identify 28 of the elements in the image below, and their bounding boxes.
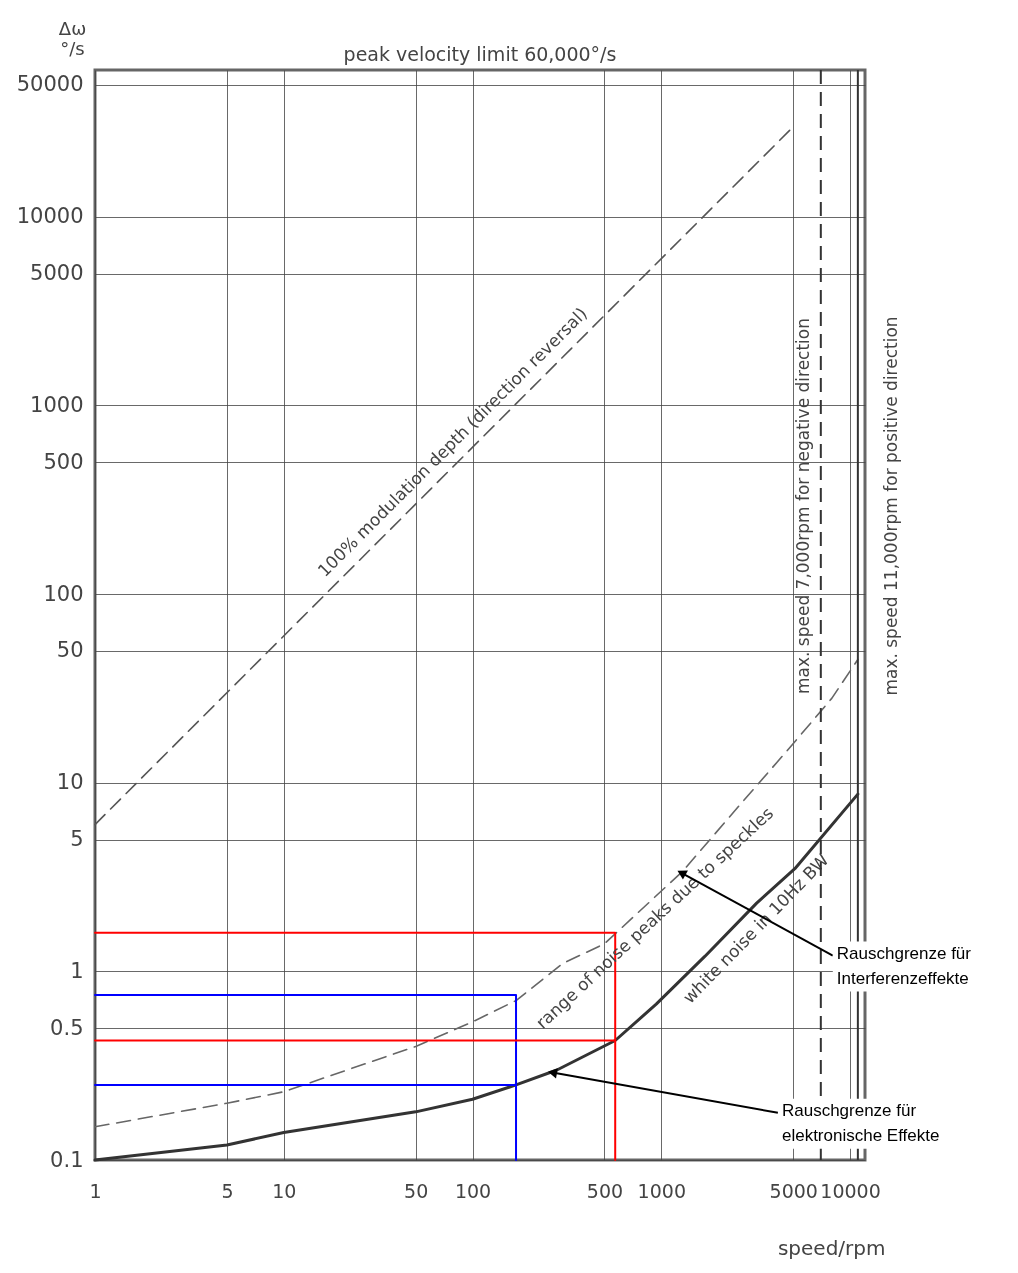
y-tick-label: 10000 (16, 204, 84, 229)
y-tick-label: 10 (56, 770, 84, 795)
ref-line-label: max. speed 7,000rpm for negative direction (792, 317, 813, 695)
ref-line-label: max. speed 11,000rpm for positive direction (880, 316, 901, 696)
y-tick-label: 1000 (30, 392, 84, 417)
y-tick-label: 5000 (30, 261, 84, 286)
x-tick-label: 1 (89, 1179, 102, 1202)
y-tick-label: 0.1 (50, 1147, 84, 1172)
y-tick-label: 50000 (16, 72, 84, 97)
x-tick-label: 500 (586, 1179, 624, 1202)
y-tick-label: 0.5 (50, 1015, 84, 1040)
y-tick-label: 500 (43, 449, 84, 474)
x-tick-label: 50 (404, 1179, 429, 1202)
chart-title: peak velocity limit 60,000°/s (343, 43, 617, 65)
y-tick-label: 50 (56, 638, 84, 663)
x-tick-label: 100 (454, 1179, 492, 1202)
annotation: Rauschgrenze für Interferenzeffekte (836, 943, 972, 988)
x-tick-label: 1000 (637, 1179, 686, 1202)
y-tick-label: 5 (70, 827, 84, 851)
x-tick-label: 5000 (769, 1179, 818, 1202)
y-axis-title: Δω °/s (58, 17, 87, 59)
x-tick-label: 10 (272, 1179, 297, 1202)
x-tick-label: 10000 (820, 1179, 881, 1202)
y-tick-label: 100 (43, 581, 84, 606)
annotation: Rauschgrenze für elektronische Effekte (781, 1100, 940, 1145)
x-axis-title: speed/rpm (777, 1235, 886, 1260)
x-tick-label: 5 (221, 1179, 234, 1202)
y-tick-label: 1 (70, 958, 84, 983)
